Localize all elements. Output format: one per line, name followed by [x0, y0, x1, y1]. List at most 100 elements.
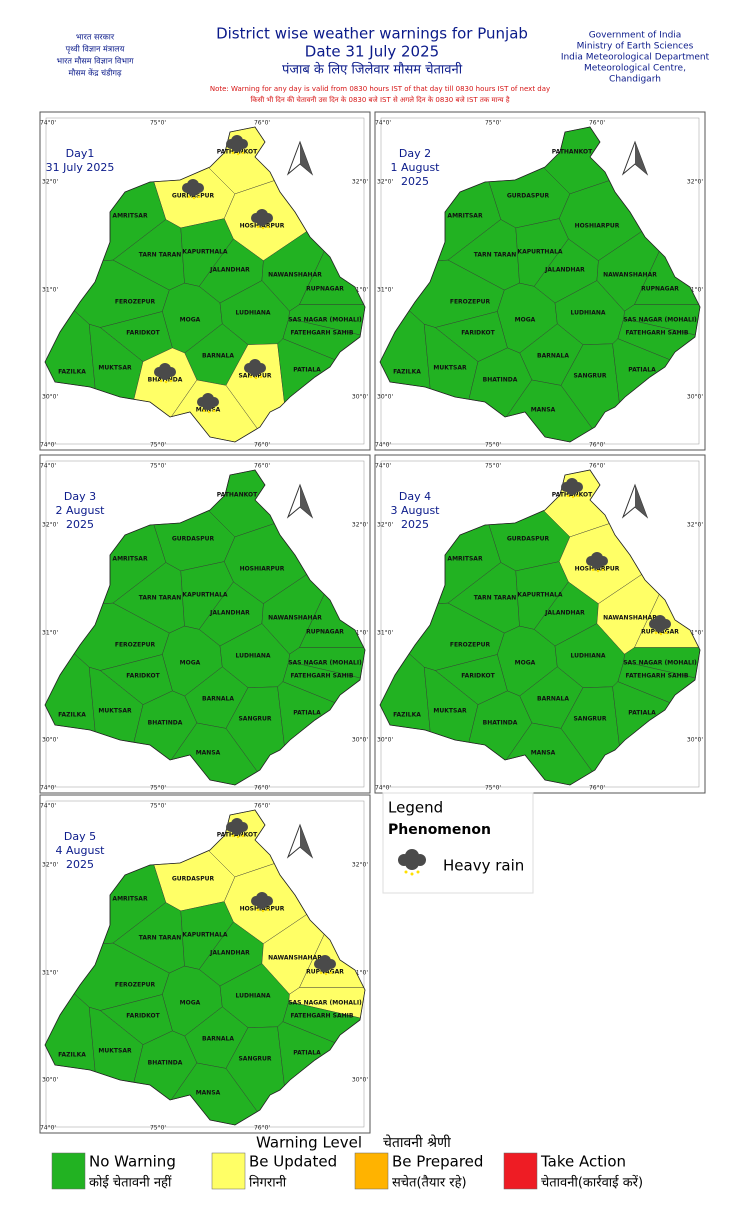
- state-outline: [44, 809, 366, 1126]
- state-outline: [379, 469, 701, 786]
- district-label: FARIDKOT: [126, 673, 160, 680]
- rain-drop: [159, 379, 163, 383]
- district-label: MUKTSAR: [98, 1048, 132, 1055]
- district-label: AMRITSAR: [447, 213, 483, 220]
- district-label: PATIALA: [293, 710, 321, 717]
- rain-drop: [207, 410, 211, 414]
- district-label: NAWANSHAHAR: [603, 615, 657, 622]
- rain-drop: [249, 375, 253, 379]
- district-label: SAS NAGAR (MOHALI): [288, 1000, 362, 1007]
- warning-label-hi: निगरानी: [249, 1175, 287, 1191]
- day-title: Day 5: [64, 830, 96, 843]
- district-label: NAWANSHAHAR: [603, 272, 657, 279]
- day-title: 2025: [401, 175, 429, 188]
- rain-drop: [169, 379, 173, 383]
- district-label: BARNALA: [202, 1036, 234, 1043]
- district-label: FATEHGARH SAHIB: [291, 673, 354, 680]
- rain-drop: [192, 196, 196, 200]
- longitude-label: 75°0': [150, 1125, 166, 1132]
- latitude-label: 31°0': [377, 287, 393, 294]
- district-label: HOSHIARPUR: [575, 566, 620, 573]
- cloud-part: [159, 368, 171, 380]
- panel-inner-frame: [380, 117, 700, 445]
- map-panel: 74°0' 74°0' 75°0' 75°0' 76°0' 76°0' 32°0' 32°0'…: [374, 454, 706, 794]
- district-label: FEROZEPUR: [115, 642, 156, 649]
- longitude-label: 76°0': [254, 442, 270, 449]
- district-label: SANGRUR: [573, 716, 606, 723]
- district-label: PATIALA: [293, 367, 321, 374]
- map-panel: 74°0' 74°0' 75°0' 75°0' 76°0' 76°0' 32°0' 32°0'…: [39, 111, 371, 451]
- rain-drop: [329, 971, 333, 975]
- district-label: BHATINDA: [483, 377, 518, 384]
- heavy-rain-icon: [251, 892, 273, 913]
- rain-drop: [664, 631, 668, 635]
- header-right-line: Meteorological Centre,: [584, 64, 686, 74]
- rain-drop: [236, 152, 240, 156]
- longitude-label: 75°0': [485, 463, 501, 470]
- district-label: SAS NAGAR (MOHALI): [623, 660, 697, 667]
- district-label: MUKTSAR: [433, 708, 467, 715]
- latitude-label: 31°0': [352, 970, 368, 977]
- heavy-rain-icon: [226, 818, 248, 839]
- map-panel: 74°0' 74°0' 75°0' 75°0' 76°0' 76°0' 32°0' 32°0'…: [374, 111, 706, 451]
- district-label: MOGA: [180, 1000, 201, 1007]
- district-label: FAZILKA: [58, 1052, 86, 1059]
- district-label: KAPURTHALA: [182, 592, 227, 599]
- rain-drop: [416, 870, 420, 874]
- district-label: FARIDKOT: [126, 1013, 160, 1020]
- district-label: FATEHGARH SAHIB: [291, 1013, 354, 1020]
- state-outline: [379, 126, 701, 443]
- district-label: FEROZEPUR: [115, 299, 156, 306]
- latitude-label: 32°0': [42, 179, 58, 186]
- heavy-rain-icon: [251, 209, 273, 230]
- latitude-label: 30°0': [352, 1077, 368, 1084]
- district-label: RUPNAGAR: [641, 286, 679, 293]
- district-label: BARNALA: [202, 353, 234, 360]
- district-label: HOSHIARPUR: [240, 906, 285, 913]
- latitude-label: 31°0': [42, 970, 58, 977]
- rain-drop: [164, 380, 168, 384]
- district-label: PATHANKOT: [552, 492, 593, 499]
- day-title: Day 2: [399, 147, 431, 160]
- district-label: MANSA: [196, 750, 221, 757]
- district-label: FEROZEPUR: [450, 299, 491, 306]
- header-right-line: India Meteorological Department: [561, 53, 710, 63]
- legend-item: Heavy rain: [443, 857, 524, 875]
- district-label: HOSHIARPUR: [240, 566, 285, 573]
- district-label: FATEHGARH SAHIB: [291, 330, 354, 337]
- warning-label: Be Prepared: [392, 1153, 483, 1171]
- cloud-part: [187, 184, 199, 196]
- district-label: TARN TARAN: [474, 252, 517, 259]
- day-title: Day1: [66, 147, 95, 160]
- district-label: BHATINDA: [148, 720, 183, 727]
- longitude-label: 74°0': [375, 120, 391, 127]
- district-label: FARIDKOT: [126, 330, 160, 337]
- district-label: MOGA: [515, 317, 536, 324]
- header-left-line: मौसम केंद्र चंडीगढ़: [69, 68, 122, 78]
- longitude-label: 76°0': [589, 463, 605, 470]
- district-label: SANGRUR: [238, 1056, 271, 1063]
- rain-drop: [236, 835, 240, 839]
- latitude-label: 31°0': [377, 630, 393, 637]
- day-title: 1 August: [391, 161, 441, 174]
- district-label: TARN TARAN: [139, 252, 182, 259]
- latitude-label: 31°0': [687, 630, 703, 637]
- rain-drop: [241, 151, 245, 155]
- district-label: AMRITSAR: [112, 896, 148, 903]
- district-label: RUPNAGAR: [306, 629, 344, 636]
- longitude-label: 75°0': [485, 120, 501, 127]
- rain-drop: [591, 568, 595, 572]
- latitude-label: 30°0': [352, 737, 368, 744]
- district-label: JALANDHAR: [209, 610, 250, 617]
- district-label: LUDHIANA: [235, 993, 270, 1000]
- day-title: Day 3: [64, 490, 96, 503]
- latitude-label: 30°0': [42, 737, 58, 744]
- longitude-label: 75°0': [485, 442, 501, 449]
- panel-inner-frame: [45, 117, 365, 445]
- heavy-rain-icon: [154, 363, 176, 384]
- rain-drop: [261, 226, 265, 230]
- district-label: MOGA: [180, 660, 201, 667]
- state-outline: [44, 126, 366, 443]
- panel-inner-frame: [45, 460, 365, 788]
- cloud-part: [231, 823, 243, 835]
